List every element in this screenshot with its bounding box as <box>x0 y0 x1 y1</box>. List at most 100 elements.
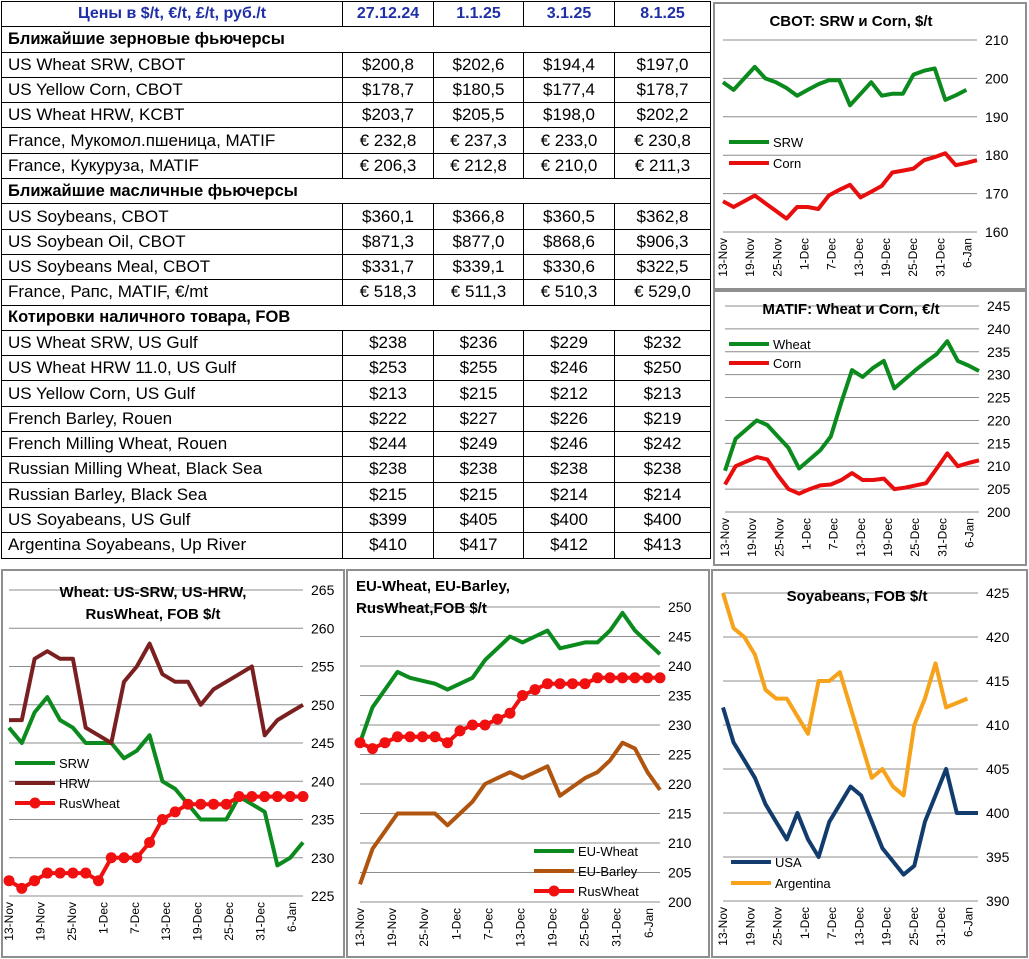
data-point <box>92 875 104 887</box>
chart-soy-fob: 390 395 400 405 410 415 420 425 13-Nov 19-Nov 25-N… <box>716 585 1010 946</box>
x-tick-label: 13-Dec <box>852 907 866 946</box>
row-label: French Barley, Rouen <box>1 405 343 433</box>
price-cell: $205,5 <box>433 102 524 129</box>
price-cell: € 211,3 <box>614 152 711 180</box>
table-row: France, Рапс, MATIF, €/mt € 518,3 € 511,3 €… <box>1 279 711 306</box>
x-tick-label: 7-Dec <box>481 908 495 940</box>
y-tick-label: 265 <box>311 582 335 598</box>
y-tick-label: 160 <box>985 224 1009 240</box>
price-cell: $215 <box>342 481 434 508</box>
y-tick-label: 255 <box>311 659 335 675</box>
price-cell: $238 <box>523 456 615 483</box>
price-cell: $215 <box>433 481 524 508</box>
row-label: US Wheat HRW, KCBT <box>1 102 343 129</box>
price-cell: $906,3 <box>614 228 711 255</box>
table-row: Argentina Soyabeans, Up River $410 $417 $41… <box>1 532 711 559</box>
data-point <box>208 798 220 810</box>
x-tick-label: 19-Nov <box>385 908 399 947</box>
data-point <box>467 719 478 731</box>
x-tick-label: 6-Jan <box>960 238 974 268</box>
data-point <box>529 684 541 696</box>
x-tick-label: 19-Nov <box>743 238 757 277</box>
table-row: Russian Barley, Black Sea $215 $215 $214 $21… <box>1 481 711 508</box>
x-tick-label: 7-Dec <box>827 518 841 550</box>
data-point <box>592 672 603 684</box>
x-tick-label: 19-Dec <box>546 908 560 947</box>
table-header-date: 8.1.25 <box>614 0 711 28</box>
price-cell: $871,3 <box>342 228 434 255</box>
y-tick-label: 230 <box>311 850 335 866</box>
y-tick-label: 190 <box>985 109 1009 125</box>
row-label: US Yellow Corn, CBOT <box>1 76 343 104</box>
y-tick-label: 390 <box>986 893 1010 909</box>
row-label: US Soybeans, CBOT <box>1 203 343 230</box>
price-cell: € 232,8 <box>342 127 434 154</box>
chart-panel-soy-fob: 390 395 400 405 410 415 420 425 13-Nov 19-Nov 25-N… <box>711 569 1028 958</box>
x-tick-label: 13-Dec <box>513 908 527 947</box>
y-tick-label: 260 <box>311 620 335 636</box>
price-cell: € 212,8 <box>433 152 524 180</box>
y-tick-label: 220 <box>987 412 1011 428</box>
price-cell: $400 <box>614 506 711 534</box>
y-tick-label: 395 <box>986 849 1010 865</box>
legend-label: Corn <box>773 156 801 171</box>
x-tick-label: 19-Nov <box>33 902 47 941</box>
data-point <box>629 672 641 684</box>
data-point <box>67 867 79 879</box>
row-label: US Soyabeans, US Gulf <box>1 506 343 534</box>
series-line-eu-barley <box>358 740 662 885</box>
chart-title: CBOT: SRW и Corn, $/t <box>769 13 932 30</box>
chart-wheat-fob: 225 230 235 240 245 250 255 260 265 13-Nov 19-Nov 2… <box>3 582 335 941</box>
section-title: Котировки наличного товара, FOB <box>1 304 711 331</box>
price-cell: $200,8 <box>342 51 434 78</box>
x-tick-label: 13-Dec <box>854 518 868 557</box>
y-tick-label: 235 <box>668 688 692 704</box>
y-tick-label: 415 <box>986 673 1010 689</box>
chart-title: Wheat: US-SRW, US-HRW, <box>60 584 247 601</box>
table-section-row: Ближайшие масличные фьючерсы <box>1 178 711 205</box>
y-tick-label: 210 <box>985 32 1009 48</box>
x-tick-label: 6-Jan <box>962 518 976 548</box>
price-cell: $322,5 <box>614 253 711 281</box>
x-tick-label: 25-Nov <box>771 907 785 946</box>
x-tick-label: 25-Dec <box>222 902 236 941</box>
legend-label: EU-Barley <box>578 864 638 879</box>
data-point <box>233 791 245 803</box>
data-point <box>392 731 403 743</box>
y-tick-label: 225 <box>668 747 692 763</box>
price-cell: $400 <box>523 506 615 534</box>
table-row: Russian Milling Wheat, Black Sea $238 $238… <box>1 456 711 483</box>
x-tick-label: 13-Dec <box>852 238 866 277</box>
data-point <box>118 852 130 864</box>
y-tick-label: 205 <box>987 481 1011 497</box>
y-tick-label: 230 <box>668 717 692 733</box>
price-cell: $255 <box>433 355 524 382</box>
data-point <box>144 836 156 848</box>
data-point <box>642 672 653 684</box>
price-cell: € 230,8 <box>614 127 711 154</box>
data-point <box>454 725 466 737</box>
x-tick-label: 13-Nov <box>716 238 730 277</box>
price-cell: $238 <box>433 456 524 483</box>
price-cell: $366,8 <box>433 203 524 230</box>
y-tick-label: 245 <box>987 298 1011 314</box>
chart-panel-matif: 200 205 210 215 220 225 230 235 240 245 13-Nov 19-N… <box>713 290 1027 566</box>
price-cell: $868,6 <box>523 228 615 255</box>
x-tick-label: 19-Dec <box>191 902 205 941</box>
chart-matif: 200 205 210 215 220 225 230 235 240 245 13-Nov 19-N… <box>718 298 1011 557</box>
x-tick-label: 31-Dec <box>933 238 947 277</box>
price-cell: $238 <box>342 456 434 483</box>
price-cell: $178,7 <box>614 76 711 104</box>
data-point <box>579 678 591 690</box>
price-cell: $219 <box>614 405 711 433</box>
price-cell: $232 <box>614 329 711 357</box>
chart-panel-cbot: 160 170 180 190 200 210 13-Nov 19-Nov 25-Nov 1-De… <box>713 2 1027 290</box>
data-point <box>80 867 92 879</box>
data-point <box>479 719 491 731</box>
price-cell: $229 <box>523 329 615 357</box>
x-tick-label: 25-Dec <box>906 238 920 277</box>
row-label: France, Кукуруза, MATIF <box>1 152 343 180</box>
row-label: French Milling Wheat, Rouen <box>1 431 343 458</box>
x-tick-label: 19-Dec <box>881 518 895 557</box>
table-header-date: 27.12.24 <box>342 0 434 28</box>
